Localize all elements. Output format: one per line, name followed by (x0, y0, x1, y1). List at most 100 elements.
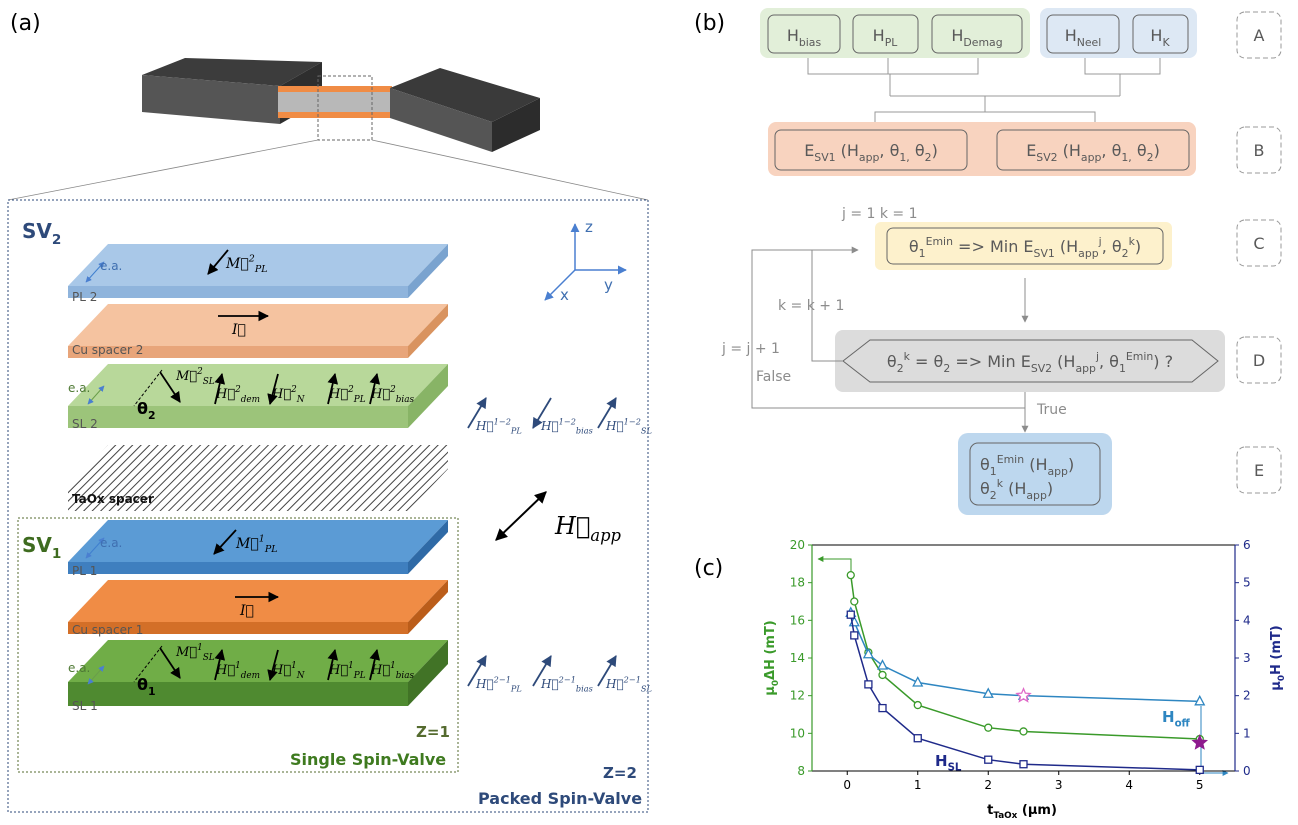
text-part: dem (241, 671, 260, 681)
data-point (1193, 736, 1206, 749)
data-point (878, 661, 887, 670)
series-line (851, 575, 1200, 739)
y2-tick-label: 4 (1243, 613, 1251, 627)
text-part: 1 (52, 546, 61, 562)
text-part: μ (1269, 681, 1284, 691)
row-label: D (1253, 351, 1265, 370)
text-part: (H (1058, 141, 1081, 160)
text-part: Emin (1126, 350, 1153, 363)
text-part: 2 (234, 385, 241, 395)
h-app-label: H⃗app (554, 512, 622, 545)
text-part: ) (1154, 141, 1160, 160)
text-part: K (1162, 36, 1170, 49)
easy-axis-label: e.a. (100, 259, 122, 273)
text-part: θ (909, 237, 919, 256)
text-part: ΔH (mT) (763, 620, 778, 680)
text-part: 2 (925, 151, 932, 164)
text-part: θ (1132, 141, 1147, 160)
y-axis-label: μ0ΔH (mT) (763, 620, 781, 696)
text-part: SV1 (1034, 247, 1055, 260)
text-part: θ (910, 141, 925, 160)
text-part: SL (948, 763, 962, 774)
text-part: H⃗ (271, 663, 291, 678)
text-part: , θ (879, 141, 899, 160)
text-part: H (1162, 708, 1175, 726)
text-part: (μm) (1017, 803, 1057, 818)
text-part: , θ (1102, 237, 1122, 256)
text-part: Emin (926, 235, 953, 248)
axis-name: y (604, 276, 613, 294)
x-tick-label: 4 (1125, 778, 1133, 792)
text-part: 2 (1122, 247, 1129, 260)
coupling-label: H⃗2−1SL (605, 675, 652, 694)
text-part: 1, (1121, 151, 1131, 164)
text-part: app (1081, 151, 1102, 164)
text-part: 2 (148, 409, 156, 422)
easy-axis-label: e.a. (68, 661, 90, 675)
z-label: Z=1 (416, 723, 450, 741)
series-name: Hoff (1162, 708, 1191, 730)
text-part: => Min E (953, 237, 1034, 256)
text-part: θ (137, 675, 148, 694)
branch-label: True (1036, 402, 1067, 418)
text-part: H⃗ (605, 677, 624, 691)
branch-label: False (756, 369, 791, 385)
y-tick-label: 18 (790, 576, 805, 590)
text-part: = θ (910, 352, 943, 371)
text-part: H (873, 26, 885, 45)
layer-front (68, 286, 408, 298)
layer-top (68, 304, 448, 346)
current-label: I⃗ (231, 322, 246, 338)
text-part: M⃗ (175, 645, 197, 660)
text-part: app (1075, 362, 1096, 375)
text-part: 2 (943, 362, 950, 375)
layer-label: PL 1 (72, 564, 97, 578)
text-part: 1, (899, 151, 909, 164)
text-part: SL (641, 684, 652, 694)
text-part: 2 (347, 385, 354, 395)
text-part: 1−2 (624, 417, 641, 427)
text-part: 2 (389, 385, 396, 395)
y2-tick-label: 2 (1243, 689, 1251, 703)
series-line (851, 613, 1200, 702)
x-tick-label: 1 (914, 778, 922, 792)
y-tick-label: 16 (790, 613, 805, 627)
sv-label: SV2 (22, 219, 61, 248)
text-part: dem (241, 395, 260, 405)
data-point (1020, 761, 1027, 768)
text-part: PL (353, 671, 366, 681)
y2-axis-label: μ0H (mT) (1269, 625, 1287, 690)
panel-label: (c) (694, 556, 723, 581)
text-part: 1 (197, 643, 203, 653)
y-tick-label: 10 (790, 726, 805, 740)
text-part: bias (576, 426, 593, 436)
axis-name: x (560, 286, 569, 304)
text-part: Neel (1077, 36, 1102, 49)
y-tick-label: 12 (790, 689, 805, 703)
text-part: (H (1055, 237, 1078, 256)
easy-axis-label: e.a. (100, 536, 122, 550)
text-part: 1 (235, 661, 241, 671)
layer-label: TaOx spacer (72, 492, 154, 506)
text-part: H⃗ (605, 419, 624, 433)
row-label: A (1254, 26, 1265, 45)
text-part: SL (641, 426, 652, 436)
x-tick-label: 3 (1055, 778, 1063, 792)
text-part: PL (510, 684, 522, 694)
coupling-label: H⃗2−1bias (540, 675, 593, 694)
text-part: H⃗ (475, 419, 494, 433)
text-part: 2 (248, 254, 255, 265)
text-part: PL (254, 264, 268, 275)
text-part: N (296, 671, 305, 681)
text-part: H⃗ (475, 677, 494, 691)
text-part: M⃗ (235, 536, 259, 552)
text-part: SL (203, 653, 215, 663)
text-part: μ (763, 686, 778, 696)
text-part: 1 (259, 534, 265, 545)
text-part: app (1078, 247, 1099, 260)
panel-label: (a) (10, 11, 41, 36)
text-part: θ (137, 399, 148, 418)
y2-tick-label: 0 (1243, 764, 1251, 778)
text-part: app (590, 526, 621, 545)
easy-axis-label: e.a. (68, 381, 90, 395)
